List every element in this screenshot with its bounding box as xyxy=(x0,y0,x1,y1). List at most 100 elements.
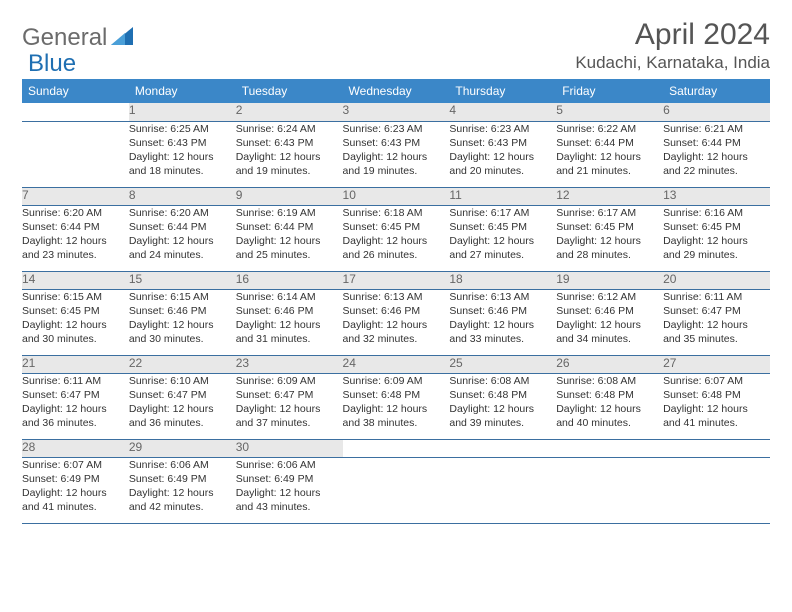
day-detail: Sunrise: 6:13 AMSunset: 6:46 PMDaylight:… xyxy=(343,289,450,355)
daylight-text: Daylight: 12 hours xyxy=(236,402,343,416)
day-detail: Sunrise: 6:23 AMSunset: 6:43 PMDaylight:… xyxy=(449,121,556,187)
day-detail: Sunrise: 6:15 AMSunset: 6:46 PMDaylight:… xyxy=(129,289,236,355)
day-detail: Sunrise: 6:12 AMSunset: 6:46 PMDaylight:… xyxy=(556,289,663,355)
sunset-text: Sunset: 6:46 PM xyxy=(449,304,556,318)
sunset-text: Sunset: 6:49 PM xyxy=(236,472,343,486)
daylight-text: and 34 minutes. xyxy=(556,332,663,346)
sunrise-text: Sunrise: 6:25 AM xyxy=(129,122,236,136)
day-number: 21 xyxy=(22,355,129,373)
daylight-text: Daylight: 12 hours xyxy=(129,318,236,332)
day-number: 4 xyxy=(449,103,556,121)
sunrise-text: Sunrise: 6:12 AM xyxy=(556,290,663,304)
day-number: 22 xyxy=(129,355,236,373)
sunrise-text: Sunrise: 6:16 AM xyxy=(663,206,770,220)
day-number: 17 xyxy=(343,271,450,289)
day-detail: Sunrise: 6:06 AMSunset: 6:49 PMDaylight:… xyxy=(236,457,343,523)
logo-text-1: General xyxy=(22,24,107,52)
day-detail: Sunrise: 6:08 AMSunset: 6:48 PMDaylight:… xyxy=(556,373,663,439)
day-detail: Sunrise: 6:17 AMSunset: 6:45 PMDaylight:… xyxy=(556,205,663,271)
day-number: 20 xyxy=(663,271,770,289)
day-number: 24 xyxy=(343,355,450,373)
daylight-text: and 19 minutes. xyxy=(343,164,450,178)
daylight-text: and 21 minutes. xyxy=(556,164,663,178)
day-number: 5 xyxy=(556,103,663,121)
day-number xyxy=(22,103,129,121)
daylight-text: Daylight: 12 hours xyxy=(343,402,450,416)
daylight-text: Daylight: 12 hours xyxy=(129,486,236,500)
weekday-header: Tuesday xyxy=(236,79,343,103)
sunset-text: Sunset: 6:43 PM xyxy=(449,136,556,150)
day-number-row: 21222324252627 xyxy=(22,355,770,373)
day-detail: Sunrise: 6:07 AMSunset: 6:48 PMDaylight:… xyxy=(663,373,770,439)
weekday-header: Monday xyxy=(129,79,236,103)
day-detail: Sunrise: 6:09 AMSunset: 6:48 PMDaylight:… xyxy=(343,373,450,439)
daylight-text: Daylight: 12 hours xyxy=(129,234,236,248)
location: Kudachi, Karnataka, India xyxy=(575,53,770,73)
daylight-text: Daylight: 12 hours xyxy=(556,318,663,332)
day-number: 15 xyxy=(129,271,236,289)
sunset-text: Sunset: 6:43 PM xyxy=(236,136,343,150)
daylight-text: Daylight: 12 hours xyxy=(449,402,556,416)
day-number: 28 xyxy=(22,439,129,457)
sunrise-text: Sunrise: 6:09 AM xyxy=(236,374,343,388)
day-detail xyxy=(22,121,129,187)
sunrise-text: Sunrise: 6:14 AM xyxy=(236,290,343,304)
day-number xyxy=(556,439,663,457)
daylight-text: Daylight: 12 hours xyxy=(343,150,450,164)
day-number: 19 xyxy=(556,271,663,289)
day-detail: Sunrise: 6:25 AMSunset: 6:43 PMDaylight:… xyxy=(129,121,236,187)
sunrise-text: Sunrise: 6:21 AM xyxy=(663,122,770,136)
logo: General xyxy=(22,24,135,52)
day-number: 13 xyxy=(663,187,770,205)
day-number xyxy=(663,439,770,457)
sunrise-text: Sunrise: 6:11 AM xyxy=(22,374,129,388)
day-detail: Sunrise: 6:14 AMSunset: 6:46 PMDaylight:… xyxy=(236,289,343,355)
daylight-text: Daylight: 12 hours xyxy=(663,234,770,248)
daylight-text: and 37 minutes. xyxy=(236,416,343,430)
day-detail: Sunrise: 6:08 AMSunset: 6:48 PMDaylight:… xyxy=(449,373,556,439)
day-detail: Sunrise: 6:09 AMSunset: 6:47 PMDaylight:… xyxy=(236,373,343,439)
daylight-text: Daylight: 12 hours xyxy=(663,402,770,416)
sunrise-text: Sunrise: 6:20 AM xyxy=(129,206,236,220)
sunset-text: Sunset: 6:45 PM xyxy=(556,220,663,234)
sunset-text: Sunset: 6:47 PM xyxy=(22,388,129,402)
daylight-text: Daylight: 12 hours xyxy=(22,402,129,416)
day-detail xyxy=(343,457,450,523)
daylight-text: and 36 minutes. xyxy=(129,416,236,430)
day-detail: Sunrise: 6:23 AMSunset: 6:43 PMDaylight:… xyxy=(343,121,450,187)
day-number: 3 xyxy=(343,103,450,121)
daylight-text: and 19 minutes. xyxy=(236,164,343,178)
daylight-text: Daylight: 12 hours xyxy=(449,234,556,248)
daylight-text: and 41 minutes. xyxy=(22,500,129,514)
sunset-text: Sunset: 6:46 PM xyxy=(556,304,663,318)
day-number: 2 xyxy=(236,103,343,121)
logo-text-2: Blue xyxy=(28,50,76,77)
daylight-text: Daylight: 12 hours xyxy=(236,318,343,332)
daylight-text: and 43 minutes. xyxy=(236,500,343,514)
daylight-text: and 30 minutes. xyxy=(129,332,236,346)
sunrise-text: Sunrise: 6:23 AM xyxy=(449,122,556,136)
day-detail-row: Sunrise: 6:15 AMSunset: 6:45 PMDaylight:… xyxy=(22,289,770,355)
day-detail: Sunrise: 6:15 AMSunset: 6:45 PMDaylight:… xyxy=(22,289,129,355)
sunset-text: Sunset: 6:47 PM xyxy=(129,388,236,402)
day-number: 14 xyxy=(22,271,129,289)
day-detail: Sunrise: 6:21 AMSunset: 6:44 PMDaylight:… xyxy=(663,121,770,187)
daylight-text: and 39 minutes. xyxy=(449,416,556,430)
day-number: 26 xyxy=(556,355,663,373)
daylight-text: and 18 minutes. xyxy=(129,164,236,178)
day-number-row: 14151617181920 xyxy=(22,271,770,289)
day-number: 27 xyxy=(663,355,770,373)
day-detail: Sunrise: 6:11 AMSunset: 6:47 PMDaylight:… xyxy=(663,289,770,355)
day-number: 23 xyxy=(236,355,343,373)
daylight-text: Daylight: 12 hours xyxy=(22,234,129,248)
daylight-text: and 41 minutes. xyxy=(663,416,770,430)
sunrise-text: Sunrise: 6:13 AM xyxy=(343,290,450,304)
day-number: 29 xyxy=(129,439,236,457)
sunrise-text: Sunrise: 6:06 AM xyxy=(129,458,236,472)
day-number: 10 xyxy=(343,187,450,205)
daylight-text: and 30 minutes. xyxy=(22,332,129,346)
daylight-text: and 42 minutes. xyxy=(129,500,236,514)
day-detail-row: Sunrise: 6:25 AMSunset: 6:43 PMDaylight:… xyxy=(22,121,770,187)
daylight-text: and 20 minutes. xyxy=(449,164,556,178)
daylight-text: Daylight: 12 hours xyxy=(129,402,236,416)
